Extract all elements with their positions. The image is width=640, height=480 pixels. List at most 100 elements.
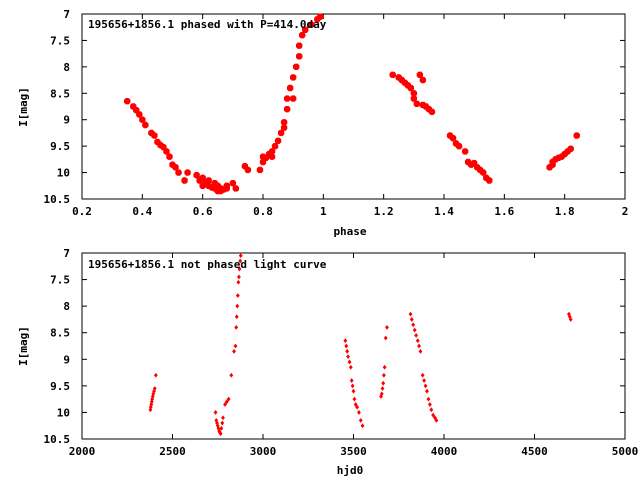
phased-data-point [166, 153, 173, 160]
unphased-data-point [150, 394, 155, 399]
phased-data-point [142, 121, 149, 129]
unphased-x-tick-label: 5000 [612, 445, 639, 458]
unphased-data-point [236, 279, 241, 285]
unphased-data-point [347, 359, 352, 365]
phased-data-point [232, 185, 240, 192]
unphased-data-point [423, 383, 428, 389]
phased-data-point [181, 177, 188, 184]
unphased-y-tick-label: 8 [63, 300, 70, 313]
phased-y-tick-label: 9 [63, 114, 70, 127]
unphased-x-tick-label: 3500 [340, 445, 367, 458]
unphased-data-point [381, 372, 386, 378]
phased-data-point [455, 142, 463, 150]
unphased-y-tick-label: 10 [57, 406, 70, 419]
unphased-plot-title: 195656+1856.1 not phased light curve [88, 258, 327, 271]
unphased-data-point [233, 343, 238, 349]
unphased-data-point [379, 394, 383, 399]
unphased-data-point [237, 266, 242, 272]
phased-x-ticks: 0.2 0.4 0.6 0.8 1 1.2 1.4 1.6 1.8 2 [72, 14, 628, 218]
phased-y-axis-label: I[mag] [17, 87, 30, 127]
unphased-x-tick-label: 4000 [431, 445, 458, 458]
unphased-data-point [215, 423, 220, 429]
unphased-data-point [352, 396, 357, 402]
phased-data-point [410, 90, 418, 97]
unphased-x-tick-label: 2000 [69, 445, 96, 458]
unphased-data-points [148, 253, 573, 437]
unphased-data-point [434, 418, 439, 423]
unphased-data-point [235, 293, 240, 298]
phased-data-point [280, 124, 288, 131]
phased-data-point [274, 137, 282, 145]
phased-plot-title: 195656+1856.1 phased with P=414.0day [88, 18, 327, 31]
unphased-data-point [411, 322, 416, 328]
phased-data-points [124, 13, 580, 195]
phased-data-point [244, 166, 252, 174]
phased-y-tick-label: 10 [57, 167, 70, 180]
phased-data-point [413, 100, 421, 108]
unphased-data-point [343, 338, 348, 344]
unphased-data-point [235, 303, 240, 309]
unphased-data-point [357, 410, 361, 415]
unphased-data-point [381, 380, 386, 386]
unphased-data-point [345, 348, 350, 354]
unphased-data-point [415, 338, 420, 344]
phased-data-point [428, 108, 436, 115]
unphased-y-tick-label: 10.5 [44, 433, 71, 446]
phased-data-point [416, 71, 424, 78]
unphased-data-point [350, 383, 355, 389]
unphased-data-point [427, 402, 432, 407]
phased-x-tick-label: 0.8 [253, 205, 273, 218]
unphased-data-point [348, 364, 353, 370]
unphased-data-point [433, 415, 437, 421]
phased-data-point [296, 53, 303, 60]
phased-x-tick-label: 1.8 [555, 205, 575, 218]
unphased-data-point [346, 354, 350, 360]
phased-data-point [139, 116, 146, 123]
phased-y-ticks: 7 7.5 8 8.5 9 9.5 10 10.5 [44, 8, 625, 206]
phased-data-point [296, 42, 303, 49]
phased-data-point [449, 135, 457, 142]
unphased-data-point [153, 372, 158, 378]
phased-x-axis-label: phase [333, 225, 366, 238]
phased-data-point [299, 31, 306, 39]
unphased-data-point [425, 388, 429, 394]
phased-data-point [199, 174, 206, 182]
unphased-data-point [351, 388, 356, 394]
phased-data-point [283, 95, 291, 102]
phased-x-tick-label: 0.6 [193, 205, 213, 218]
phased-x-tick-label: 0.2 [72, 205, 92, 218]
unphased-data-point [412, 327, 417, 333]
unphased-data-point [567, 314, 572, 320]
phased-data-point [407, 84, 415, 92]
unphased-data-point [219, 425, 224, 431]
phased-y-tick-label: 8.5 [50, 87, 70, 100]
unphased-data-point [408, 311, 413, 317]
phased-data-point [308, 21, 315, 28]
unphased-data-point [426, 396, 431, 402]
phased-y-tick-label: 7 [63, 8, 70, 21]
phased-data-point [289, 95, 297, 102]
unphased-data-point [237, 274, 241, 280]
unphased-data-point [379, 391, 384, 397]
phased-data-point [317, 13, 324, 20]
phased-data-point [302, 26, 309, 34]
unphased-data-point [383, 335, 388, 341]
phased-data-point [268, 148, 276, 155]
unphased-data-point [417, 343, 421, 349]
phased-data-point [172, 164, 179, 171]
unphased-data-point [382, 364, 387, 370]
unphased-y-tick-label: 8.5 [50, 327, 70, 340]
unphased-data-point [568, 317, 573, 322]
phased-data-point [271, 142, 279, 150]
unphased-data-point [414, 332, 419, 338]
unphased-y-ticks: 7 7.5 8 8.5 9 9.5 10 10.5 [44, 247, 625, 446]
phased-y-tick-label: 9.5 [50, 140, 70, 153]
unphased-data-point [429, 407, 434, 413]
phased-data-point [549, 161, 556, 168]
unphased-y-tick-label: 7 [63, 247, 70, 260]
unphased-data-point [360, 423, 365, 429]
unphased-y-tick-label: 9.5 [50, 380, 70, 393]
phased-data-point [256, 166, 264, 174]
unphased-data-point [234, 314, 239, 320]
